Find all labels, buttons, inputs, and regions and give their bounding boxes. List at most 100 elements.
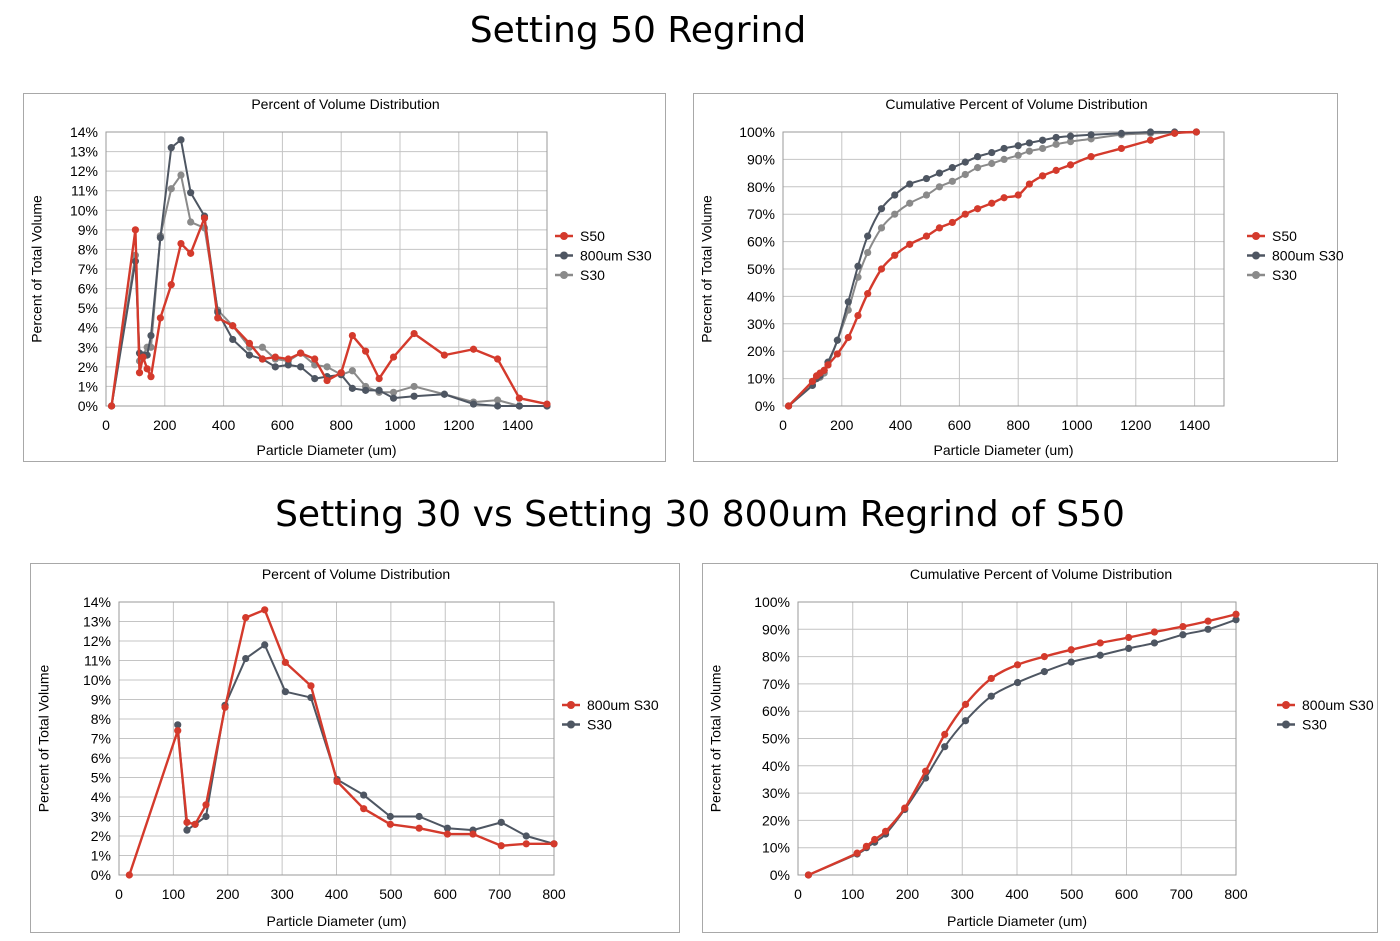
data-point bbox=[1171, 129, 1179, 137]
data-point bbox=[311, 355, 319, 363]
x-tick-label: 1200 bbox=[443, 417, 474, 433]
data-point bbox=[440, 390, 448, 398]
data-point bbox=[961, 158, 969, 166]
data-point bbox=[987, 674, 995, 683]
x-tick-label: 100 bbox=[841, 886, 865, 902]
legend-label: 800um S30 bbox=[1272, 248, 1344, 264]
data-point bbox=[348, 384, 356, 392]
data-point bbox=[974, 205, 982, 213]
x-tick-label: 200 bbox=[216, 886, 240, 902]
chart-svg: Cumulative Percent of Volume Distributio… bbox=[708, 566, 1374, 929]
x-tick-label: 200 bbox=[896, 886, 920, 902]
x-tick-label: 500 bbox=[1060, 886, 1084, 902]
x-tick-label: 500 bbox=[379, 886, 403, 902]
data-point bbox=[1000, 194, 1008, 202]
data-point bbox=[988, 148, 996, 157]
chart-svg: Cumulative Percent of Volume Distributio… bbox=[699, 96, 1344, 458]
y-tick-label: 20% bbox=[762, 812, 790, 828]
legend-marker bbox=[1252, 271, 1260, 279]
legend-label: S50 bbox=[1272, 228, 1297, 244]
data-point bbox=[543, 400, 551, 408]
x-tick-label: 0 bbox=[779, 417, 787, 433]
y-tick-label: 0% bbox=[78, 398, 98, 414]
x-tick-label: 0 bbox=[102, 417, 110, 433]
data-point bbox=[1066, 161, 1075, 169]
data-point bbox=[323, 363, 331, 371]
data-point bbox=[1052, 133, 1060, 142]
data-point bbox=[469, 400, 478, 408]
y-tick-label: 6% bbox=[78, 281, 98, 297]
chart-title: Cumulative Percent of Volume Distributio… bbox=[885, 96, 1147, 112]
y-tick-label: 1% bbox=[91, 848, 111, 864]
data-point bbox=[550, 840, 558, 848]
data-point bbox=[1232, 610, 1240, 618]
series-layer bbox=[804, 610, 1240, 879]
plot-frame bbox=[782, 131, 1225, 407]
data-point bbox=[177, 171, 185, 179]
data-point bbox=[1146, 136, 1155, 144]
y-tick-label: 70% bbox=[762, 676, 790, 692]
series-layer bbox=[125, 606, 558, 879]
y-tick-label: 1% bbox=[78, 378, 98, 394]
data-point bbox=[415, 824, 423, 832]
data-point bbox=[443, 830, 452, 838]
data-point bbox=[139, 353, 147, 361]
y-tick-label: 8% bbox=[78, 241, 98, 257]
data-point bbox=[1066, 137, 1075, 146]
data-point bbox=[961, 210, 969, 218]
data-point bbox=[906, 240, 914, 248]
data-point bbox=[375, 386, 383, 394]
chart-panel-s50-distribution: Percent of Volume Distribution 0% 1% 2% 3% 4%… bbox=[23, 93, 666, 462]
chart-panel-s50-cumulative: Cumulative Percent of Volume Distributio… bbox=[693, 93, 1344, 462]
x-axis-label: Particle Diameter (um) bbox=[256, 442, 396, 458]
data-point bbox=[808, 377, 816, 385]
chart-svg: Percent of Volume Distribution 0% 1% 2% 3% 4%… bbox=[36, 566, 659, 929]
y-tick-label: 40% bbox=[747, 288, 775, 304]
data-point bbox=[167, 185, 175, 193]
y-axis-label: Percent of Total Volume bbox=[29, 195, 45, 343]
data-point bbox=[1025, 147, 1033, 155]
series-layer bbox=[784, 128, 1200, 410]
data-point bbox=[877, 265, 886, 273]
x-tick-label: 800 bbox=[1007, 417, 1031, 433]
data-point bbox=[156, 314, 164, 322]
data-point bbox=[1232, 616, 1240, 624]
data-point bbox=[333, 777, 341, 785]
x-tick-label: 1400 bbox=[502, 417, 533, 433]
plot-frame bbox=[118, 601, 555, 876]
series-line bbox=[128, 608, 554, 876]
data-point bbox=[906, 199, 914, 207]
data-point bbox=[906, 180, 914, 188]
data-point bbox=[261, 641, 269, 649]
data-point bbox=[522, 832, 530, 840]
legend-label: S50 bbox=[580, 228, 605, 244]
data-point bbox=[1125, 644, 1133, 653]
data-point bbox=[961, 700, 970, 708]
data-point bbox=[297, 363, 305, 371]
data-point bbox=[844, 333, 852, 342]
data-point bbox=[497, 818, 505, 826]
data-point bbox=[135, 369, 144, 377]
data-point bbox=[1025, 139, 1033, 147]
data-point bbox=[494, 355, 502, 363]
data-point bbox=[515, 394, 523, 402]
data-point bbox=[271, 363, 279, 371]
x-tick-label: 300 bbox=[270, 886, 294, 902]
data-point bbox=[935, 224, 944, 232]
data-point bbox=[1040, 668, 1048, 676]
data-point bbox=[187, 218, 195, 226]
y-tick-label: 40% bbox=[762, 758, 790, 774]
data-point bbox=[410, 392, 418, 400]
legend-marker bbox=[560, 251, 568, 260]
data-point bbox=[1096, 651, 1104, 659]
chart-panel-s30-distribution: Percent of Volume Distribution 0% 1% 2% 3% 4%… bbox=[30, 563, 680, 933]
data-point bbox=[147, 331, 155, 340]
data-point bbox=[389, 394, 398, 402]
y-tick-label: 6% bbox=[91, 750, 111, 766]
y-axis-label: Percent of Total Volume bbox=[36, 664, 52, 812]
data-point bbox=[258, 343, 267, 351]
x-tick-label: 0 bbox=[115, 886, 123, 902]
data-point bbox=[853, 849, 861, 857]
data-point bbox=[271, 353, 279, 361]
y-tick-label: 11% bbox=[84, 653, 111, 669]
